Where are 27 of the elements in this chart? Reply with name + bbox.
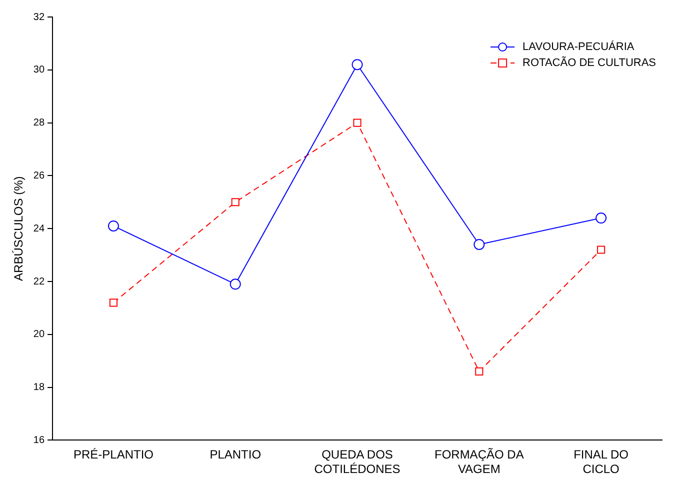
- legend-label: ROTACÃO DE CULTURAS: [522, 56, 656, 70]
- y-tick-label: 20: [33, 329, 45, 340]
- point: [352, 59, 363, 70]
- point: [109, 298, 118, 307]
- point: [230, 278, 241, 290]
- point: [596, 212, 607, 224]
- x-tick-label: FINAL DO CICLO: [574, 448, 629, 476]
- y-tick-label: 30: [33, 64, 45, 76]
- y-tick-label: 22: [33, 276, 45, 288]
- x-tick-label: FORMAÇÃO DA VAGEM: [434, 448, 524, 476]
- point: [353, 118, 362, 127]
- y-tick-label: 18: [33, 382, 45, 394]
- point: [231, 198, 240, 206]
- x-tick-label: PLANTIO: [210, 448, 262, 462]
- y-tick-label: 26: [33, 170, 45, 182]
- y-axis-title: ARBÚSCULOS (%): [12, 176, 26, 281]
- point: [475, 367, 484, 376]
- y-tick-label: 24: [33, 223, 45, 234]
- y-tick-label: 28: [33, 118, 45, 129]
- point: [597, 246, 606, 254]
- point: [108, 220, 119, 232]
- y-tick-label: 16: [33, 434, 45, 446]
- legend-label: LAVOURA-PECUÁRIA: [522, 40, 635, 54]
- x-tick-label: QUEDA DOS COTILÉDONES: [314, 448, 400, 476]
- y-tick-label: 32: [33, 12, 45, 23]
- x-tick-label: PRÉ-PLANTIO: [73, 448, 154, 462]
- point: [474, 238, 485, 250]
